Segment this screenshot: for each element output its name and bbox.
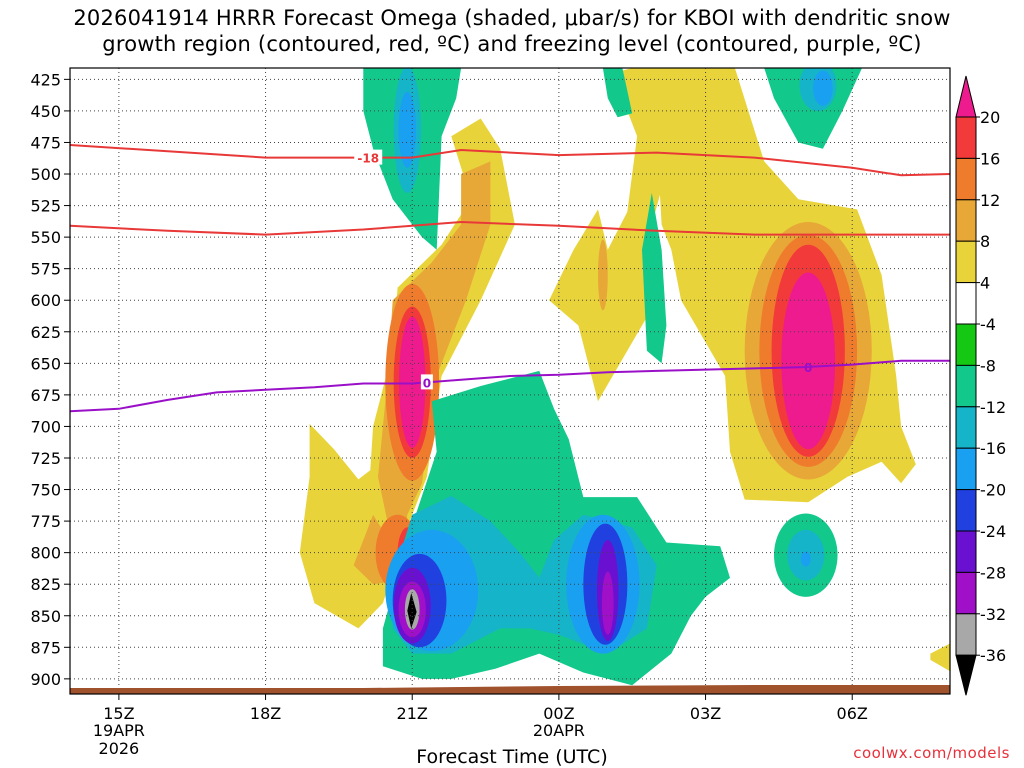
x-tick-label: 18Z [250, 704, 281, 723]
y-tick-label: 875 [30, 638, 61, 657]
colorbar-label: -8 [980, 356, 996, 375]
omega-central-4 [549, 68, 677, 402]
colorbar-label: -16 [980, 439, 1006, 458]
omega-right-edge-4 [930, 643, 950, 672]
y-axis: 425 450 475 500 525 550 575 600 625 650 675 700 725 7… [30, 70, 70, 689]
x-tick-date: 20APR [533, 721, 585, 740]
contour-line--18 [70, 143, 950, 177]
colorbar-segment [955, 323, 977, 366]
x-tick-label: 03Z [690, 704, 721, 723]
y-tick-label: 700 [30, 417, 61, 436]
y-tick-label: 450 [30, 102, 61, 121]
contour-label-0: 0 [804, 361, 812, 375]
y-tick-label: 825 [30, 575, 61, 594]
omega-streak-8b [602, 68, 633, 118]
colorbar-segment [955, 613, 977, 656]
x-tick-label: 15Z [103, 704, 134, 723]
y-tick-label: 650 [30, 354, 61, 373]
plot-frame [69, 67, 951, 695]
colorbar-segment [955, 282, 977, 325]
terrain-surface [70, 685, 950, 694]
colorbar-label: 12 [980, 191, 1000, 210]
contour-line-0 [70, 359, 950, 413]
contour-label--18: -18 [357, 152, 379, 166]
colorbar-segment [955, 157, 977, 201]
colorbar-label: 16 [980, 149, 1000, 168]
y-tick-label: 525 [30, 197, 61, 216]
colorbar-label: -28 [980, 563, 1006, 582]
omega-lower-28-east [601, 571, 614, 635]
x-tick-year: 2026 [99, 739, 140, 758]
colorbar-segment [955, 571, 977, 615]
omega-streak-8 [642, 192, 667, 364]
colorbar-segment [955, 530, 977, 573]
omega-central-8 [598, 239, 608, 311]
temperature-contours: -18 0 0 [70, 143, 950, 413]
colorbar-segment [955, 489, 977, 532]
colorbar-segment [955, 116, 977, 159]
colorbar-segment [955, 240, 977, 284]
y-tick-label: 425 [30, 70, 61, 89]
y-tick-label: 575 [30, 260, 61, 279]
omega-upper-west-16 [398, 91, 417, 168]
terrain-strip [70, 685, 950, 694]
omega-plume-west-20 [399, 316, 426, 448]
credit-link[interactable]: coolwx.com/models [853, 744, 1010, 762]
y-tick-label: 500 [30, 165, 61, 184]
x-tick-label: 06Z [837, 704, 868, 723]
colorbar-label: 20 [980, 108, 1000, 127]
colorbar-label: -4 [980, 315, 996, 334]
colorbar-label: 8 [980, 232, 990, 251]
x-tick-label: 00Z [543, 704, 574, 723]
y-tick-label: 850 [30, 607, 61, 626]
y-tick-label: 750 [30, 481, 61, 500]
contour-label-0: 0 [423, 376, 431, 390]
y-tick-label: 550 [30, 228, 61, 247]
x-tick-date: 19APR [93, 721, 145, 740]
y-tick-label: 625 [30, 323, 61, 342]
colorbar-upper-triangle [955, 75, 977, 118]
colorbar: 20 16 12 8 4 -4 -8 -12 -16 -20 -24 -28 -32 -36 [955, 75, 1006, 696]
colorbar-segment [955, 199, 977, 242]
omega-lower-36-west [407, 593, 417, 629]
y-tick-label: 900 [30, 670, 61, 689]
y-tick-label: 600 [30, 291, 61, 310]
omega-upper-east-16 [813, 70, 833, 106]
colorbar-label: -12 [980, 398, 1006, 417]
colorbar-label: -24 [980, 522, 1006, 541]
colorbar-label: -36 [980, 646, 1006, 665]
y-tick-label: 475 [30, 133, 61, 152]
colorbar-label: -32 [980, 605, 1006, 624]
y-tick-label: 675 [30, 386, 61, 405]
contour-label-bg [354, 149, 383, 165]
colorbar-label: -20 [980, 481, 1006, 500]
omega-east-cell-16 [800, 551, 811, 567]
colorbar-segment [955, 364, 977, 408]
omega-shading [299, 68, 950, 686]
colorbar-segment [955, 447, 977, 491]
colorbar-label: 4 [980, 274, 990, 293]
omega-plume-east-20 [781, 272, 836, 450]
chart-title-line-1: 2026041914 HRRR Forecast Omega (shaded, … [73, 6, 951, 30]
grid-lines [70, 68, 950, 694]
contour-label-bg [420, 374, 433, 390]
contour-line--12 [70, 220, 950, 236]
colorbar-segment [955, 406, 977, 449]
x-axis-label: Forecast Time (UTC) [416, 746, 608, 768]
y-tick-label: 725 [30, 449, 61, 468]
plot-border [69, 67, 951, 695]
chart-title-line-2: growth region (contoured, red, ºC) and f… [102, 32, 922, 56]
y-tick-label: 800 [30, 544, 61, 563]
colorbar-lower-triangle [955, 654, 977, 696]
x-tick-label: 21Z [397, 704, 428, 723]
y-tick-label: 775 [30, 512, 61, 531]
